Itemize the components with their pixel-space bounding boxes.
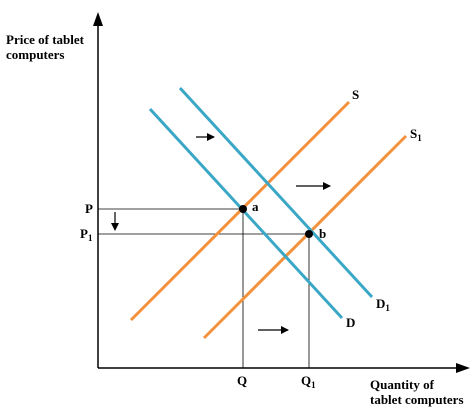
supply-curve-s-label: S — [352, 87, 359, 102]
demand-curve-d — [148, 107, 344, 320]
supply-curve-s1-label-main: S — [410, 126, 417, 141]
y-axis-title-line-2: computers — [6, 47, 65, 62]
quantity-tick-q: Q — [237, 373, 247, 388]
y-axis-title: Price of tablet computers — [6, 32, 87, 62]
price-tick-p: P — [85, 201, 93, 216]
x-axis-title-line-1: Quantity of — [370, 377, 435, 392]
quantity-tick-q1-sub: 1 — [311, 380, 316, 390]
supply-curve-s1-label-sub: 1 — [417, 133, 422, 143]
y-axis-title-line-1: Price of tablet — [6, 32, 85, 47]
quantity-tick-q1: Q1 — [301, 373, 316, 390]
quantity-tick-q1-main: Q — [301, 373, 311, 388]
x-axis-title-line-2: tablet computers — [370, 392, 464, 407]
price-tick-p1: P1 — [80, 226, 93, 243]
demand-curve-d1-label-sub: 1 — [385, 303, 390, 313]
y-axis-arrowhead — [93, 12, 103, 26]
supply-curve-s1 — [202, 134, 408, 340]
demand-curve-d-label: D — [346, 315, 355, 330]
price-tick-p1-sub: 1 — [88, 233, 93, 243]
price-tick-p1-main: P — [80, 226, 88, 241]
point-a-label: a — [252, 199, 259, 214]
supply-curve-s1-label: S1 — [410, 126, 422, 143]
demand-curve-d1 — [178, 86, 374, 299]
demand-curve-d1-label: D1 — [376, 296, 390, 313]
demand-curve-d1-label-main: D — [376, 296, 385, 311]
x-axis-title: Quantity of tablet computers — [370, 377, 464, 407]
equilibrium-point-a — [239, 205, 247, 213]
x-axis-arrowhead — [456, 363, 470, 373]
point-b-label: b — [319, 226, 326, 241]
equilibrium-point-b — [305, 230, 313, 238]
